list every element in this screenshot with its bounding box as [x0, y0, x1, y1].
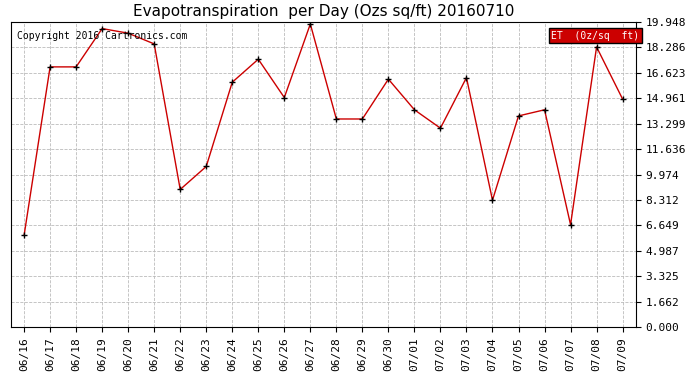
Text: ET  (0z/sq  ft): ET (0z/sq ft) — [551, 31, 640, 41]
Text: Copyright 2016 Cartronics.com: Copyright 2016 Cartronics.com — [17, 31, 188, 41]
Title: Evapotranspiration  per Day (Ozs sq/ft) 20160710: Evapotranspiration per Day (Ozs sq/ft) 2… — [132, 4, 514, 19]
